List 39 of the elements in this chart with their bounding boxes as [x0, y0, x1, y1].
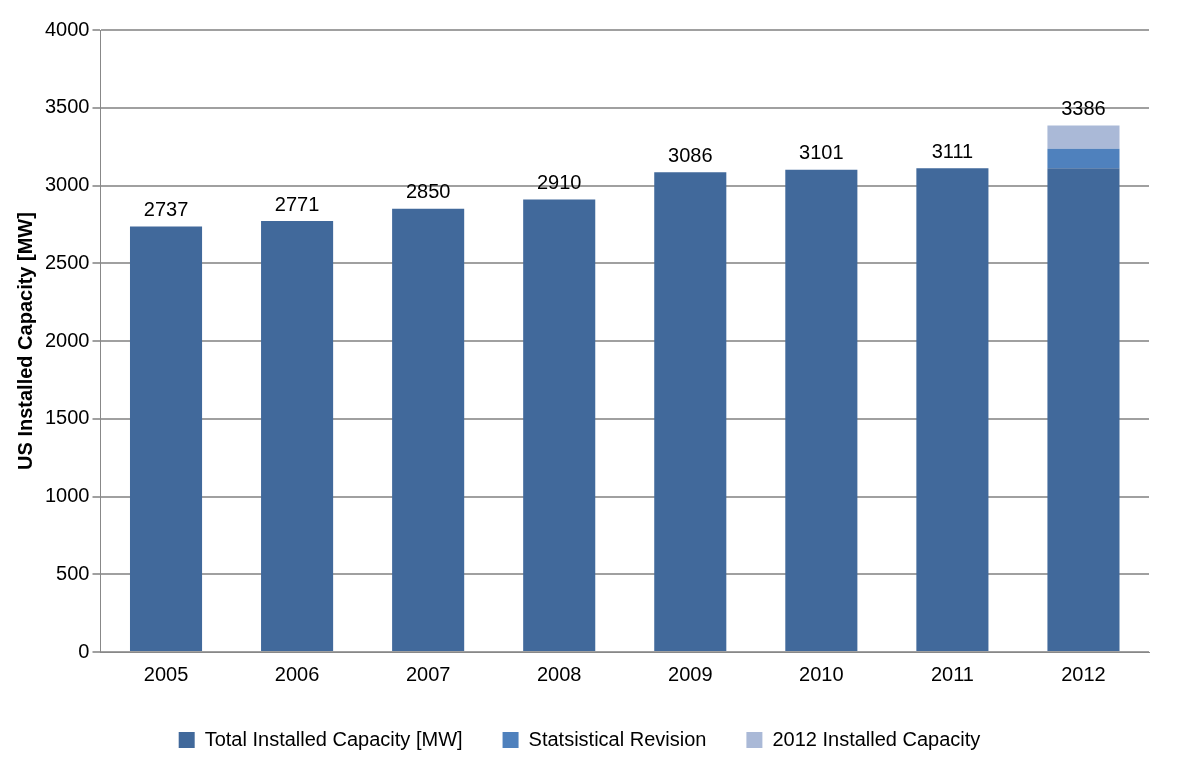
y-tick-label: 3500	[44, 95, 90, 118]
total-label: 3101	[799, 141, 844, 164]
total-label: 3386	[1061, 96, 1106, 119]
x-tick-label: 2006	[274, 662, 320, 685]
bar	[1047, 148, 1120, 169]
total-label: 2910	[536, 171, 582, 194]
bar	[654, 172, 727, 651]
total-label: 2771	[274, 192, 320, 215]
bar	[523, 199, 596, 651]
x-tick-label: 2011	[930, 662, 974, 685]
total-label: 3111	[931, 139, 974, 162]
total-label: 2850	[405, 180, 451, 203]
bar	[1047, 125, 1120, 149]
y-tick-label: 1500	[44, 406, 90, 429]
legend-label: Statsistical Revision	[528, 727, 707, 750]
x-tick-label: 2005	[143, 662, 189, 685]
total-label: 2737	[143, 197, 189, 220]
x-tick-label: 2008	[536, 662, 582, 685]
bar	[1047, 168, 1120, 651]
bar	[392, 208, 465, 651]
y-tick-label: 0	[78, 639, 90, 662]
y-tick-label: 4000	[44, 17, 90, 40]
bar	[916, 168, 989, 651]
y-tick-label: 2500	[44, 250, 90, 273]
legend-label: Total Installed Capacity [MW]	[204, 727, 463, 750]
x-tick-label: 2010	[799, 662, 844, 685]
bar	[261, 221, 334, 651]
total-label: 3086	[668, 143, 713, 166]
legend-label: 2012 Installed Capacity	[772, 727, 981, 750]
x-tick-label: 2009	[668, 662, 713, 685]
y-tick-label: 1000	[44, 484, 90, 507]
bar	[785, 169, 858, 651]
y-tick-label: 500	[56, 561, 90, 584]
bar	[129, 226, 203, 651]
x-tick-label: 2007	[405, 662, 451, 685]
y-axis-title: US Installed Capacity [MW]	[13, 212, 36, 470]
x-tick-label: 2012	[1061, 662, 1106, 685]
y-tick-label: 2000	[44, 328, 90, 351]
y-tick-label: 3000	[44, 173, 90, 196]
